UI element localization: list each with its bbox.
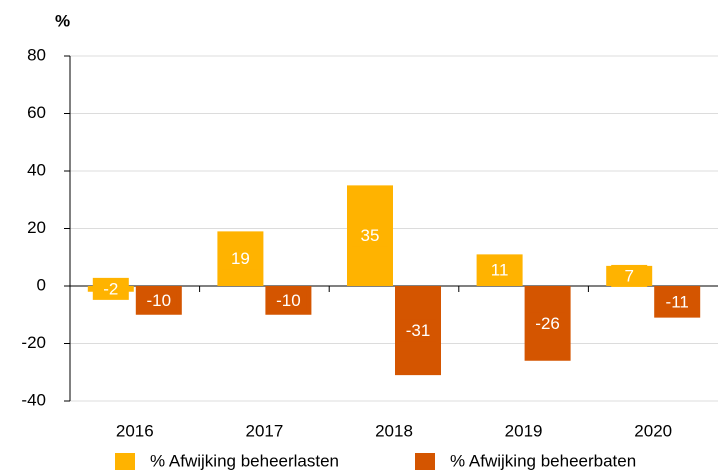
value-label-box — [92, 277, 129, 300]
legend-swatch — [115, 453, 135, 470]
y-tick-label: 60 — [27, 103, 46, 122]
value-label-box — [270, 289, 307, 312]
legend-swatch — [415, 453, 435, 470]
value-label-box — [481, 259, 518, 282]
legend-label: % Afwijking beheerbaten — [450, 451, 636, 470]
value-label-box — [352, 224, 388, 247]
value-label: 7 — [624, 266, 633, 285]
y-tick-label: -40 — [21, 390, 46, 409]
y-tick-label: 0 — [37, 275, 46, 294]
y-tick-label: 40 — [27, 160, 46, 179]
unit-label: % — [55, 11, 70, 30]
value-label: -31 — [406, 321, 431, 340]
x-tick-label: 2016 — [116, 421, 154, 440]
y-tick-label: -20 — [21, 333, 46, 352]
value-label: -26 — [535, 314, 560, 333]
value-label: 11 — [491, 261, 509, 280]
x-tick-label: 2018 — [375, 421, 413, 440]
value-label: -10 — [147, 291, 172, 310]
x-tick-label: 2017 — [245, 421, 283, 440]
value-label-box — [611, 264, 648, 287]
y-tick-label: 20 — [27, 218, 46, 237]
x-tick-label: 2020 — [634, 421, 672, 440]
value-label-box — [140, 289, 177, 312]
value-label: 35 — [361, 226, 380, 245]
value-label-box — [222, 247, 259, 270]
y-tick-label: 80 — [27, 45, 46, 64]
value-label: 19 — [231, 249, 250, 268]
x-tick-label: 2019 — [505, 421, 543, 440]
value-label: -11 — [666, 292, 689, 311]
legend-label: % Afwijking beheerlasten — [150, 451, 339, 470]
value-label-box — [400, 319, 436, 342]
value-label-box — [659, 290, 696, 313]
value-label: -2 — [103, 279, 118, 298]
value-label: -10 — [276, 291, 301, 310]
value-label-box — [529, 312, 566, 335]
